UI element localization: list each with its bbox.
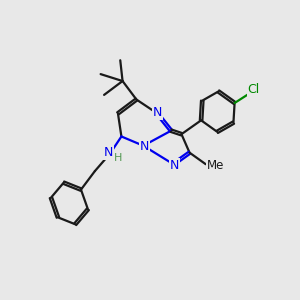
Text: Cl: Cl [248,83,260,96]
Text: N: N [170,159,179,172]
Text: Me: Me [207,159,224,172]
Text: N: N [103,146,113,159]
Text: N: N [140,140,149,153]
Text: N: N [152,106,162,119]
Text: H: H [114,153,122,164]
